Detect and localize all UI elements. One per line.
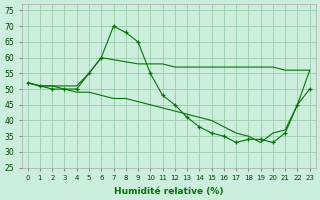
X-axis label: Humidité relative (%): Humidité relative (%) <box>114 187 223 196</box>
